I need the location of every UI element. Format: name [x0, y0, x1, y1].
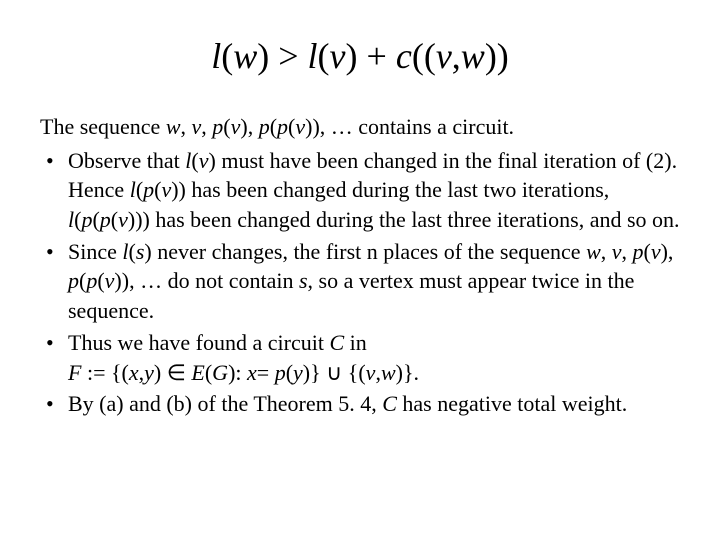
b3-x2: x — [247, 360, 257, 385]
intro-text: The sequence w, v, p(v), p(p(v)), … cont… — [40, 112, 680, 142]
b2-p1: Since — [68, 239, 122, 264]
title-paren2: ) — [257, 36, 269, 76]
b2-s2: s — [299, 268, 308, 293]
b2-p3: , … do not contain — [129, 268, 299, 293]
b2-ls-l: l — [122, 239, 128, 264]
title-w1: w — [233, 36, 257, 76]
b3-y1: y — [144, 360, 154, 385]
intro-ppv-p: p — [259, 114, 270, 139]
b2-ls-s: s — [136, 239, 145, 264]
bullet-4: By (a) and (b) of the Theorem 5. 4, C ha… — [40, 389, 680, 419]
title-l2: l — [308, 36, 318, 76]
b1-lppv-p1: p — [81, 207, 92, 232]
b4-C: C — [382, 391, 397, 416]
title-v1: v — [330, 36, 346, 76]
intro-before: The sequence — [40, 114, 166, 139]
intro-pv-v: v — [231, 114, 241, 139]
intro-after: , … contains a circuit. — [320, 114, 514, 139]
title-comma: , — [452, 36, 461, 76]
b2-ppv-p2: p — [86, 268, 97, 293]
intro-ppv-p2: p — [277, 114, 288, 139]
bullet-list: Observe that l(v) must have been changed… — [40, 146, 680, 419]
intro-ppv-v: v — [295, 114, 305, 139]
title-v2: v — [436, 36, 452, 76]
bullet-1: Observe that l(v) must have been changed… — [40, 146, 680, 235]
b3-py-y: y — [293, 360, 303, 385]
formula-title: l(w) > l(v) + c((v,w)) — [40, 35, 680, 77]
b1-p4: has been changed during the last three i… — [150, 207, 680, 232]
b3-p1: Thus we have found a circuit — [68, 330, 329, 355]
b3-G: G — [212, 360, 228, 385]
b3-py-p: p — [275, 360, 286, 385]
b3-v: v — [366, 360, 376, 385]
b3-w: w — [381, 360, 396, 385]
b1-lpv-l: l — [130, 177, 136, 202]
b3-x1: x — [129, 360, 139, 385]
b3-coloneq: := {( — [81, 360, 128, 385]
b3-C: C — [329, 330, 344, 355]
b2-w: w — [586, 239, 601, 264]
b1-lv-l: l — [185, 148, 191, 173]
b4-p2: has negative total weight. — [397, 391, 627, 416]
b1-lv-v: v — [199, 148, 209, 173]
title-paren4: ) — [346, 36, 358, 76]
b1-lppv-v: v — [118, 207, 128, 232]
title-l1: l — [211, 36, 221, 76]
bullet-2: Since l(s) never changes, the first n pl… — [40, 237, 680, 326]
title-c: c — [396, 36, 412, 76]
intro-v: v — [192, 114, 202, 139]
b3-p5: )} ∪ {( — [303, 360, 366, 385]
b3-eq: = — [257, 360, 275, 385]
title-paren3: ( — [318, 36, 330, 76]
b3-F: F — [68, 360, 81, 385]
b3-p3: ) ∈ — [154, 360, 192, 385]
b2-pv-v: v — [651, 239, 661, 264]
b2-pv-p: p — [633, 239, 644, 264]
b1-lppv-l: l — [68, 207, 74, 232]
title-paren5: (( — [412, 36, 436, 76]
b1-lpv-p: p — [143, 177, 154, 202]
b2-p2: never changes, the first n places of the… — [152, 239, 586, 264]
title-w2: w — [461, 36, 485, 76]
intro-w: w — [166, 114, 181, 139]
b4-p1: By (a) and (b) of the Theorem 5. 4, — [68, 391, 382, 416]
b2-ppv-v: v — [105, 268, 115, 293]
b1-lppv-p2: p — [100, 207, 111, 232]
b3-p6: )}. — [396, 360, 419, 385]
b1-lpv-v: v — [161, 177, 171, 202]
title-paren: ( — [221, 36, 233, 76]
b2-ppv-p1: p — [68, 268, 79, 293]
b1-p1: Observe that — [68, 148, 185, 173]
b3-p4: ): — [228, 360, 247, 385]
title-paren6: )) — [485, 36, 509, 76]
bullet-3: Thus we have found a circuit C in F := {… — [40, 328, 680, 387]
b3-p2: in — [344, 330, 367, 355]
b1-p3: has been changed during the last two ite… — [186, 177, 609, 202]
title-plus: + — [367, 36, 387, 76]
b2-v: v — [612, 239, 622, 264]
b3-E: E — [191, 360, 204, 385]
title-gt: > — [278, 36, 298, 76]
intro-pv-p: p — [212, 114, 223, 139]
